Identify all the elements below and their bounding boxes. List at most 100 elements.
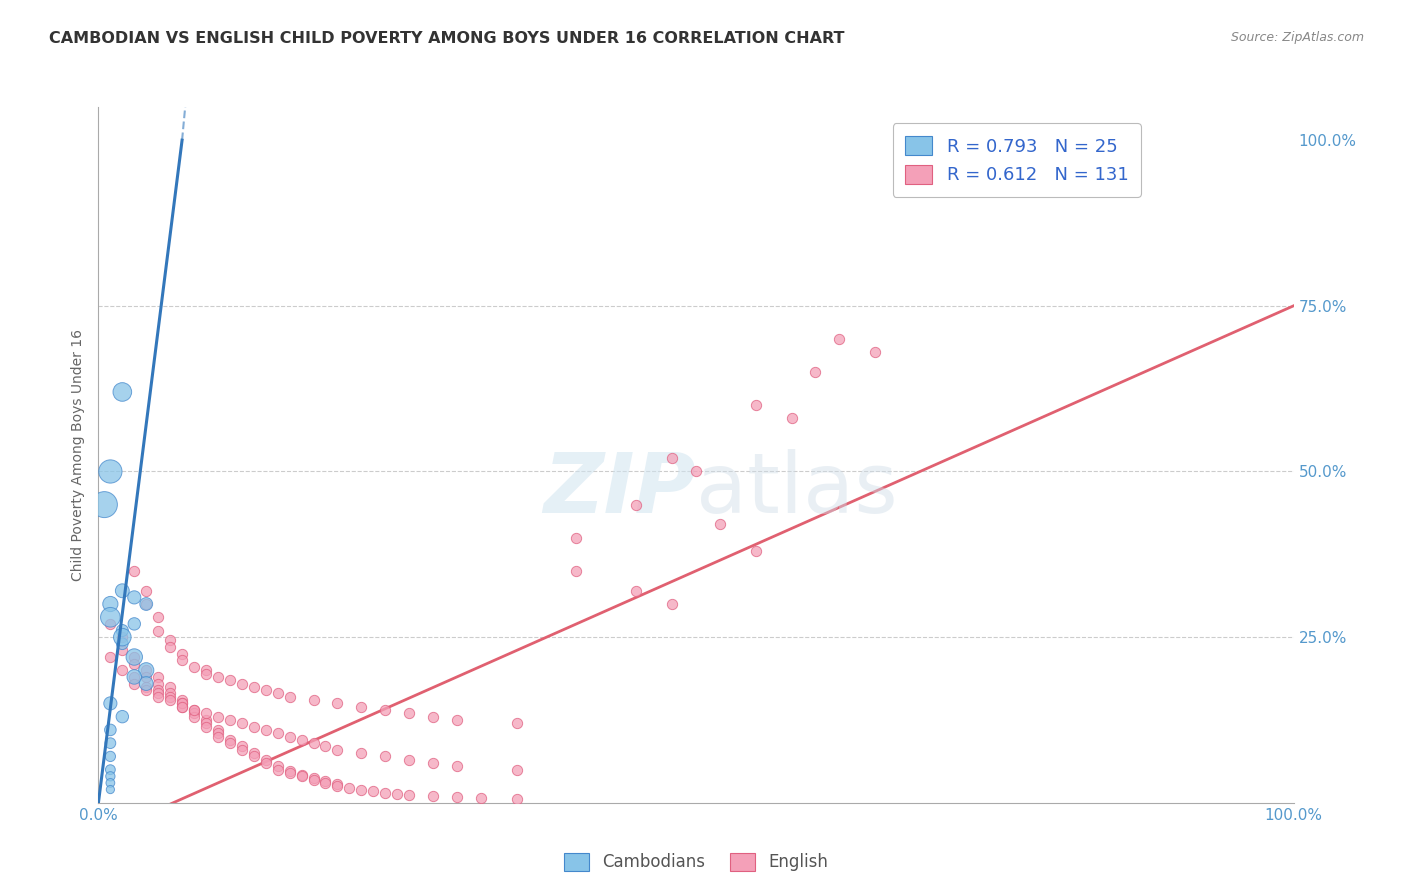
Point (100, 616, 122, 631)
Point (900, 133, 922, 147)
Point (100, 597, 122, 611)
Point (243, 720, 266, 734)
Point (278, 690, 301, 704)
Point (315, 739, 337, 754)
Point (100, 749, 122, 764)
Point (865, 345, 887, 359)
Point (100, 723, 122, 737)
Point (385, 787, 409, 801)
Point (148, 610, 170, 624)
Point (804, 365, 827, 379)
Point (195, 720, 218, 734)
Point (148, 690, 170, 704)
Point (661, 597, 683, 611)
Point (398, 706, 420, 721)
Point (984, 133, 1007, 147)
Point (709, 517, 731, 532)
Point (183, 703, 205, 717)
Point (100, 465, 122, 479)
Point (278, 766, 301, 780)
Point (159, 690, 181, 704)
Point (626, 498, 648, 512)
Point (135, 680, 157, 694)
Point (111, 643, 134, 657)
Point (374, 786, 396, 800)
Point (374, 749, 396, 764)
Point (326, 743, 349, 757)
Point (302, 772, 325, 787)
Point (148, 624, 170, 638)
Text: ZIP: ZIP (543, 450, 696, 530)
Point (291, 769, 314, 783)
Point (422, 709, 444, 723)
Point (972, 133, 994, 147)
Point (207, 726, 229, 740)
Point (398, 788, 420, 802)
Point (363, 784, 385, 798)
Point (148, 683, 170, 698)
Point (135, 683, 157, 698)
Point (124, 676, 146, 690)
Point (100, 736, 122, 750)
Point (159, 686, 181, 700)
Point (948, 133, 970, 147)
Point (326, 697, 349, 711)
Point (243, 680, 266, 694)
Point (135, 676, 157, 690)
Point (470, 791, 492, 805)
Point (350, 782, 373, 797)
Point (124, 657, 146, 671)
Point (565, 531, 588, 545)
Point (1019, 133, 1042, 147)
Point (172, 697, 194, 711)
Point (243, 749, 266, 764)
Point (315, 773, 337, 788)
Point (661, 451, 683, 466)
Point (1104, 133, 1126, 147)
Point (302, 736, 325, 750)
Point (172, 647, 194, 661)
Point (302, 771, 325, 785)
Point (291, 732, 314, 747)
Point (254, 756, 277, 770)
Point (291, 768, 314, 782)
Point (506, 763, 529, 777)
Point (124, 670, 146, 684)
Point (172, 699, 194, 714)
Point (195, 706, 218, 721)
Point (231, 676, 253, 690)
Point (446, 713, 468, 727)
Point (124, 616, 146, 631)
Point (828, 332, 851, 346)
Point (159, 680, 181, 694)
Point (254, 753, 277, 767)
Point (339, 780, 360, 795)
Point (267, 759, 290, 773)
Point (207, 723, 229, 737)
Point (195, 713, 218, 727)
Point (100, 769, 122, 783)
Point (315, 776, 337, 790)
Point (219, 713, 242, 727)
Point (111, 630, 134, 644)
Point (565, 564, 588, 578)
Text: atlas: atlas (696, 450, 897, 530)
Point (172, 699, 194, 714)
Point (207, 730, 229, 744)
Point (267, 686, 290, 700)
Point (124, 650, 146, 665)
Point (1043, 133, 1066, 147)
Point (278, 730, 301, 744)
Point (159, 693, 181, 707)
Point (100, 776, 122, 790)
Point (135, 663, 157, 677)
Point (422, 756, 444, 770)
Point (111, 663, 134, 677)
Point (172, 653, 194, 667)
Text: Source: ZipAtlas.com: Source: ZipAtlas.com (1230, 31, 1364, 45)
Point (267, 763, 290, 777)
Point (195, 666, 218, 681)
Point (626, 583, 648, 598)
Point (398, 753, 420, 767)
Point (446, 790, 468, 805)
